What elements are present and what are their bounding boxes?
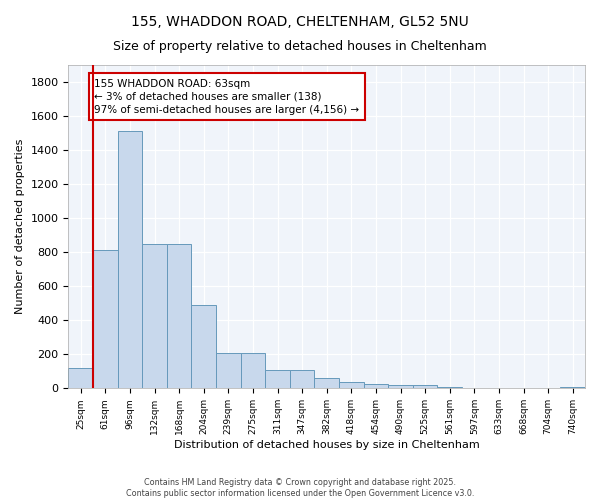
Y-axis label: Number of detached properties: Number of detached properties <box>15 139 25 314</box>
Bar <box>413 386 437 388</box>
Bar <box>437 386 462 388</box>
Bar <box>314 378 339 388</box>
Bar <box>93 250 118 388</box>
Text: 155, WHADDON ROAD, CHELTENHAM, GL52 5NU: 155, WHADDON ROAD, CHELTENHAM, GL52 5NU <box>131 15 469 29</box>
X-axis label: Distribution of detached houses by size in Cheltenham: Distribution of detached houses by size … <box>174 440 479 450</box>
Bar <box>142 244 167 388</box>
Bar <box>560 387 585 388</box>
Bar <box>241 352 265 388</box>
Bar <box>265 370 290 388</box>
Bar <box>216 352 241 388</box>
Text: 155 WHADDON ROAD: 63sqm
← 3% of detached houses are smaller (138)
97% of semi-de: 155 WHADDON ROAD: 63sqm ← 3% of detached… <box>94 78 359 115</box>
Bar <box>191 305 216 388</box>
Bar <box>339 382 364 388</box>
Bar <box>364 384 388 388</box>
Text: Contains HM Land Registry data © Crown copyright and database right 2025.
Contai: Contains HM Land Registry data © Crown c… <box>126 478 474 498</box>
Text: Size of property relative to detached houses in Cheltenham: Size of property relative to detached ho… <box>113 40 487 53</box>
Bar <box>167 244 191 388</box>
Bar <box>290 370 314 388</box>
Bar <box>68 368 93 388</box>
Bar <box>118 132 142 388</box>
Bar <box>388 384 413 388</box>
